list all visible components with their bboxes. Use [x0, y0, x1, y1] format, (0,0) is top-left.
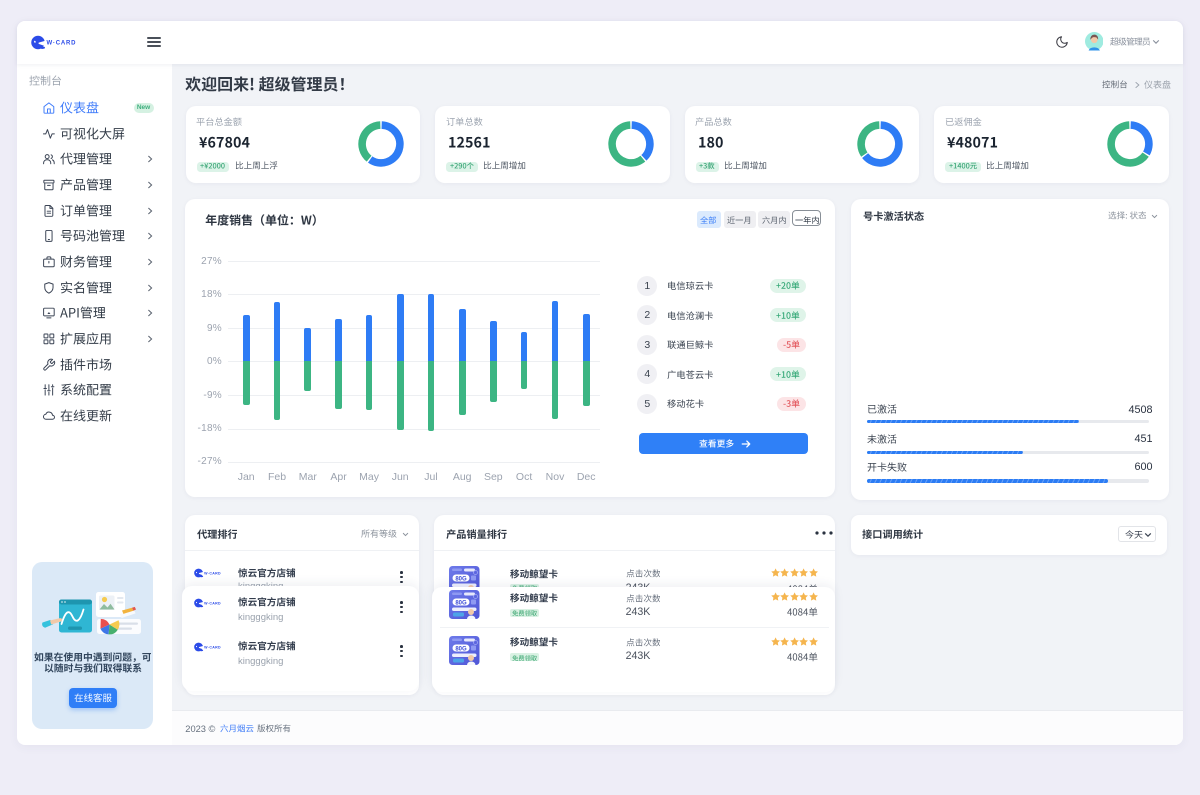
svg-text:80G: 80G	[455, 601, 467, 607]
svg-text:80G: 80G	[455, 646, 467, 652]
svg-text:W·CARD: W·CARD	[204, 571, 221, 575]
svg-text:W·CARD: W·CARD	[47, 41, 77, 47]
svg-text:W·CARD: W·CARD	[204, 601, 221, 605]
svg-text:W·CARD: W·CARD	[204, 645, 221, 649]
svg-text:80G: 80G	[455, 576, 467, 582]
